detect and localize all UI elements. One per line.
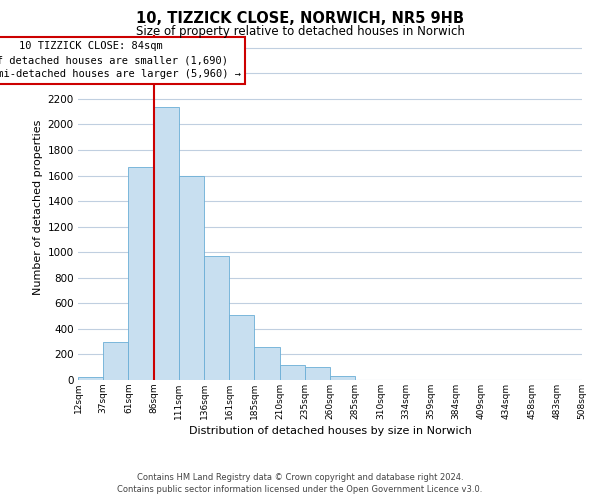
Bar — [330, 376, 355, 380]
Text: 10 TIZZICK CLOSE: 84sqm
← 22% of detached houses are smaller (1,690)
77% of semi: 10 TIZZICK CLOSE: 84sqm ← 22% of detache… — [0, 42, 241, 80]
Bar — [78, 378, 103, 380]
Bar — [154, 106, 179, 380]
Bar — [204, 256, 229, 380]
X-axis label: Distribution of detached houses by size in Norwich: Distribution of detached houses by size … — [188, 426, 472, 436]
Bar — [128, 166, 154, 380]
Text: Size of property relative to detached houses in Norwich: Size of property relative to detached ho… — [136, 25, 464, 38]
Y-axis label: Number of detached properties: Number of detached properties — [34, 120, 43, 295]
Bar — [305, 367, 330, 380]
Bar — [254, 348, 280, 380]
Bar — [280, 364, 305, 380]
Text: Contains HM Land Registry data © Crown copyright and database right 2024.
Contai: Contains HM Land Registry data © Crown c… — [118, 472, 482, 494]
Text: 10, TIZZICK CLOSE, NORWICH, NR5 9HB: 10, TIZZICK CLOSE, NORWICH, NR5 9HB — [136, 11, 464, 26]
Bar — [179, 176, 204, 380]
Bar — [103, 342, 128, 380]
Bar — [229, 315, 254, 380]
